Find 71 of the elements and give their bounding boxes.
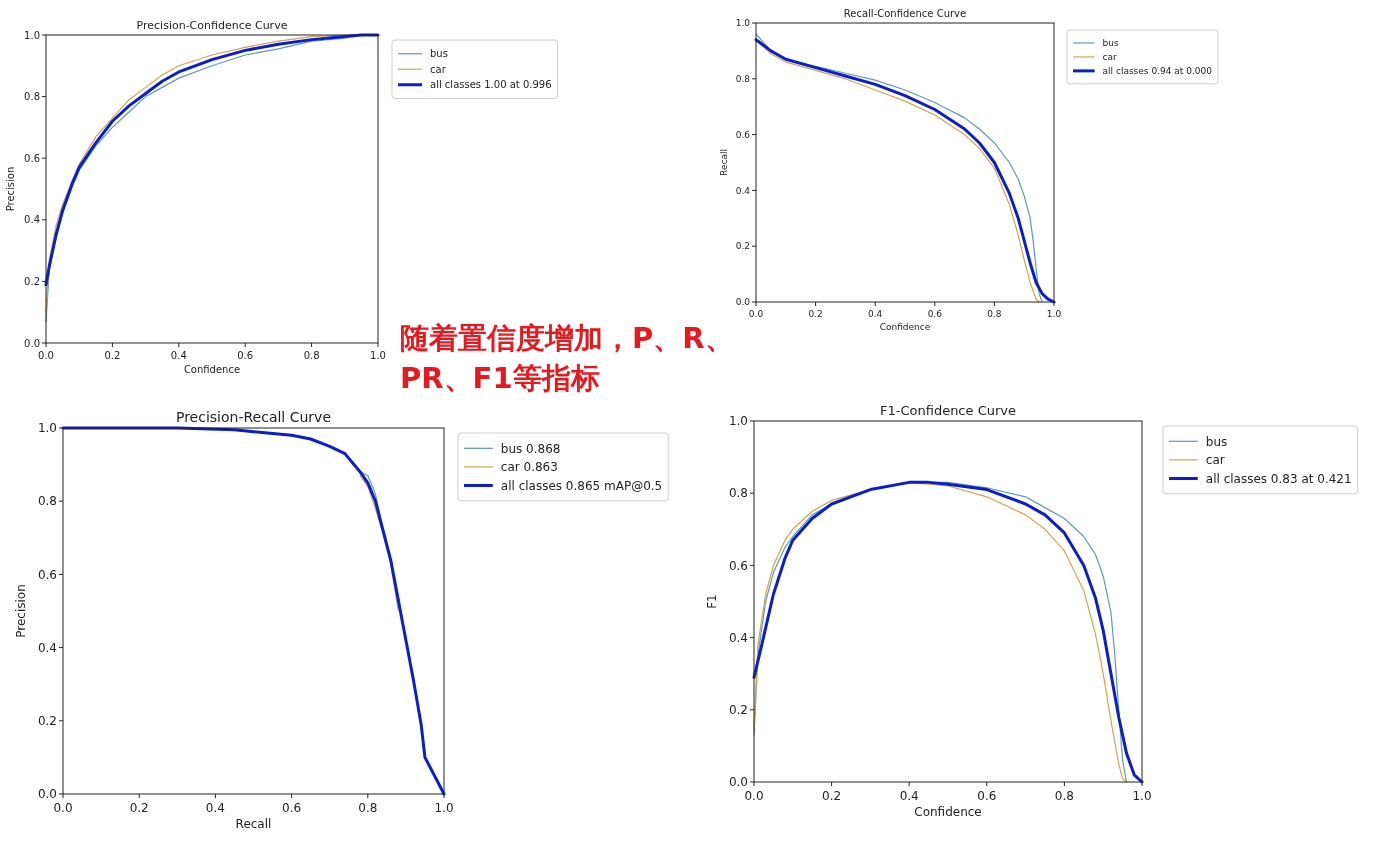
x-tick-label: 0.8 xyxy=(1054,789,1074,803)
y-tick-label: 0.0 xyxy=(24,337,40,349)
x-tick-label: 0.2 xyxy=(129,801,149,815)
x-axis-title: Confidence xyxy=(914,805,982,819)
y-tick-label: 0.0 xyxy=(735,297,751,308)
y-tick-label: 0.8 xyxy=(735,73,751,84)
x-tick-label: 0.8 xyxy=(987,309,1002,319)
legend-label: all classes 0.83 at 0.421 xyxy=(1205,471,1352,486)
y-axis-title: Recall xyxy=(719,149,730,176)
x-tick-label: 0.2 xyxy=(822,789,842,803)
chart-title: F1-Confidence Curve xyxy=(879,403,1017,418)
x-tick-label: 0.4 xyxy=(868,309,883,319)
x-tick-label: 1.0 xyxy=(434,801,454,815)
y-tick-label: 0.4 xyxy=(37,640,57,655)
y-tick-label: 1.0 xyxy=(728,414,748,429)
legend-label: all classes 0.94 at 0.000 xyxy=(1102,66,1213,77)
legend-label: all classes 1.00 at 0.996 xyxy=(430,79,552,91)
x-tick-label: 0.6 xyxy=(927,309,943,319)
y-tick-label: 0.2 xyxy=(728,703,748,717)
legend-label: car xyxy=(1205,453,1225,468)
x-tick-label: 0.0 xyxy=(744,789,764,803)
y-tick-label: 1.0 xyxy=(735,18,751,29)
x-tick-label: 0.2 xyxy=(104,350,121,361)
x-tick-label: 0.4 xyxy=(170,350,187,361)
x-axis-title: Confidence xyxy=(183,364,241,375)
x-axis-title: Recall xyxy=(235,817,272,831)
x-tick-label: 0.2 xyxy=(808,309,823,319)
legend-label: bus xyxy=(1102,38,1120,49)
y-tick-label: 0.6 xyxy=(24,152,40,164)
y-tick-label: 0.2 xyxy=(24,275,40,287)
x-tick-label: 1.0 xyxy=(1046,309,1062,319)
y-axis-title: Precision xyxy=(5,166,16,212)
legend-label: bus xyxy=(430,48,448,60)
legend-label: bus xyxy=(1205,434,1228,449)
x-tick-label: 1.0 xyxy=(1132,789,1152,803)
x-tick-label: 0.0 xyxy=(748,309,764,319)
chart-title: Recall-Confidence Curve xyxy=(843,8,967,19)
y-tick-label: 1.0 xyxy=(24,29,40,41)
y-tick-label: 0.8 xyxy=(728,486,748,501)
y-tick-label: 0.8 xyxy=(37,494,57,509)
y-tick-label: 0.6 xyxy=(37,567,57,582)
x-tick-label: 0.8 xyxy=(358,801,378,815)
y-tick-label: 0.0 xyxy=(728,775,748,790)
legend-label: bus 0.868 xyxy=(500,441,561,456)
x-tick-label: 0.4 xyxy=(205,801,225,815)
y-tick-label: 0.4 xyxy=(728,630,748,645)
y-tick-label: 0.2 xyxy=(735,241,750,252)
x-tick-label: 0.6 xyxy=(977,789,997,803)
chart-title: Precision-Confidence Curve xyxy=(136,19,288,32)
legend-label: all classes 0.865 mAP@0.5 xyxy=(500,478,663,493)
y-tick-label: 0.2 xyxy=(37,714,57,728)
chart-title: Precision-Recall Curve xyxy=(175,409,332,425)
legend-label: car xyxy=(1102,52,1118,63)
legend-label: car 0.863 xyxy=(500,460,558,475)
x-tick-label: 0.6 xyxy=(237,350,254,361)
y-tick-label: 0.6 xyxy=(728,558,748,573)
y-tick-label: 0.8 xyxy=(24,91,40,103)
x-tick-label: 0.4 xyxy=(899,789,919,803)
y-tick-label: 0.4 xyxy=(24,214,40,226)
text: 随着置信度增加，P、R、PR、F1等指标 xyxy=(400,320,735,397)
x-tick-label: 0.0 xyxy=(53,801,73,815)
x-axis-title: Confidence xyxy=(879,322,931,332)
y-tick-label: 1.0 xyxy=(37,421,57,436)
y-tick-label: 0.6 xyxy=(735,129,751,140)
x-tick-label: 0.6 xyxy=(282,801,302,815)
y-tick-label: 0.4 xyxy=(735,185,751,196)
x-tick-label: 0.8 xyxy=(303,350,320,361)
y-axis-title: F1 xyxy=(704,594,719,609)
x-tick-label: 1.0 xyxy=(370,350,386,361)
y-axis-title: Precision xyxy=(13,584,28,638)
legend-label: car xyxy=(430,63,447,75)
